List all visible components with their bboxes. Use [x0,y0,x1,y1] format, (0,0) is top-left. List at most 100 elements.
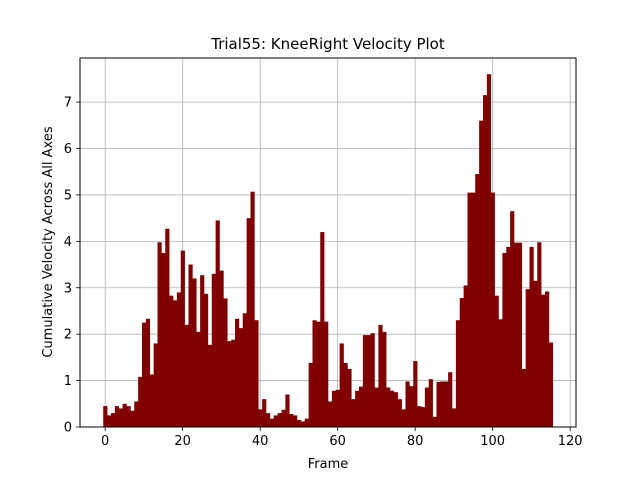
bar [432,416,437,427]
bar [219,270,224,427]
bar [428,379,433,427]
bar [126,406,131,427]
bar [366,335,371,427]
bar [502,252,507,427]
y-tick-label: 2 [64,328,72,343]
bar [320,232,325,427]
bar [401,409,406,427]
bar [479,120,484,428]
bar [548,342,554,427]
plot-area-frame [79,57,577,428]
bar [421,407,426,427]
bar [238,328,244,427]
bar [382,331,387,427]
bar [176,292,182,427]
bar [200,275,205,427]
bar [393,392,399,427]
x-axis-label: Frame [308,457,349,472]
bar [397,399,402,427]
bar [196,331,201,427]
y-tick-label: 3 [64,281,72,296]
bar [413,361,418,427]
bar [266,413,271,427]
bar [145,318,151,427]
bar [246,218,251,427]
bar [529,246,534,427]
x-tick-label: 0 [101,434,109,449]
bar [242,313,247,427]
bar [359,386,364,427]
x-tick-label: 40 [252,434,269,449]
y-tick-label: 0 [64,421,72,436]
bar [537,242,542,427]
bar [223,298,228,427]
bar [525,289,530,427]
bars [103,74,554,428]
bar [324,321,329,427]
bar [498,319,503,427]
bar [405,381,410,427]
bar [107,415,112,427]
x-tick-label: 60 [329,434,346,449]
bar [424,387,430,427]
y-axis-label: Cumulative Velocity Across All Axes [41,126,56,357]
chart-title: Trial55: KneeRight Velocity Plot [210,35,445,53]
bar [370,333,375,427]
bar [312,320,317,427]
x-tick-label: 100 [480,434,505,449]
bar [339,343,344,427]
bar [436,381,441,427]
bar [483,95,488,427]
bar [281,409,286,427]
y-tick-label: 1 [64,374,72,389]
bar [517,242,523,427]
ticks: 0 20 40 60 80 100 120 0 1 2 3 4 5 6 7 [64,96,583,449]
bar [510,211,515,427]
bar [494,295,499,427]
y-tick-label: 5 [64,188,72,203]
bar [541,294,546,427]
bar [533,280,538,427]
bar [409,386,414,427]
bar [378,324,383,427]
y-tick-label: 6 [64,142,72,157]
bar [138,376,143,427]
bar [169,295,174,427]
bar [207,344,213,427]
bar [390,390,395,427]
bar [316,321,321,427]
bar [254,320,259,427]
bar [111,413,116,427]
bar [506,246,511,427]
bar [444,381,449,427]
bar [293,415,298,427]
bar [521,368,526,427]
bar [452,408,457,427]
y-tick-label: 7 [64,96,72,111]
bar [235,318,240,427]
bar [153,343,158,427]
x-tick-label: 20 [174,434,191,449]
bar [463,285,468,427]
bar [149,374,154,427]
bar [285,394,290,427]
bar [355,390,360,427]
bar [545,291,550,427]
bar [215,220,220,427]
bar [440,381,445,427]
bar [114,406,120,427]
bar [308,362,313,427]
bar [304,418,309,427]
bar [471,192,476,427]
bar [386,387,391,427]
bar [227,341,232,427]
bar [211,273,216,427]
bar [188,264,193,427]
bar [192,278,197,427]
bar [448,372,453,427]
bar [328,401,333,427]
bar [486,74,492,427]
bar [262,399,267,427]
bar [258,409,263,427]
